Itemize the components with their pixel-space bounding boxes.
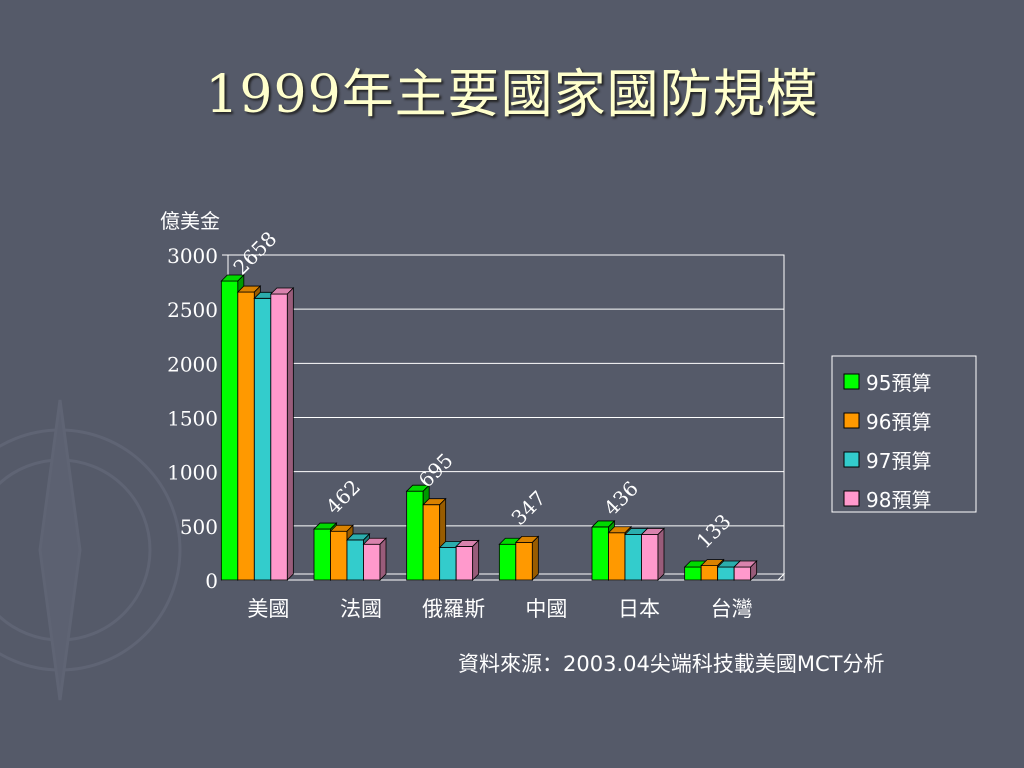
- bar: [346, 539, 364, 581]
- bar-side: [531, 535, 539, 581]
- bar: [313, 528, 331, 581]
- bar: [455, 546, 474, 581]
- source-note: 資料來源：2003.04尖端科技載美國MCT分析: [458, 652, 885, 676]
- bar: [406, 490, 424, 581]
- y-tick-label: 500: [180, 515, 218, 539]
- x-tick-label: 美國: [247, 597, 289, 621]
- legend-swatch: [843, 490, 860, 507]
- bar: [733, 566, 752, 581]
- bar: [270, 293, 288, 581]
- legend-swatch: [843, 451, 860, 468]
- bar-side: [286, 287, 294, 581]
- data-label: 462: [321, 475, 365, 519]
- bar: [624, 534, 642, 581]
- legend-swatch: [843, 373, 860, 390]
- x-tick-label: 台灣: [711, 597, 753, 621]
- y-tick-label: 1000: [167, 461, 218, 485]
- bar: [253, 297, 272, 581]
- bar: [684, 566, 702, 581]
- bar: [220, 280, 239, 581]
- bar: [439, 547, 457, 581]
- legend-label: 98預算: [866, 488, 931, 512]
- legend-label: 96預算: [866, 410, 931, 434]
- legend-label: 97預算: [866, 449, 931, 473]
- legend-swatch: [843, 412, 860, 429]
- bar: [498, 543, 517, 581]
- bar-side: [657, 527, 665, 581]
- y-tick-label: 2000: [167, 352, 218, 376]
- bar: [591, 526, 609, 581]
- data-label: 133: [692, 509, 736, 553]
- data-label: 347: [506, 486, 550, 530]
- y-axis-label: 億美金: [160, 209, 220, 233]
- bar: [363, 543, 381, 581]
- data-label: 436: [599, 476, 643, 520]
- y-tick-label: 1500: [167, 407, 218, 431]
- x-tick-label: 日本: [618, 597, 660, 621]
- x-tick-label: 中國: [525, 597, 567, 621]
- x-tick-label: 俄羅斯: [422, 597, 485, 621]
- data-label: 2658: [228, 227, 281, 280]
- y-tick-label: 3000: [167, 244, 218, 268]
- y-tick-label: 2500: [167, 298, 218, 322]
- bar-side: [750, 560, 758, 581]
- x-tick-label: 法國: [340, 597, 382, 621]
- bar: [641, 534, 659, 581]
- bar: [422, 504, 441, 581]
- bar: [608, 532, 626, 581]
- bar: [237, 291, 255, 581]
- bar: [717, 566, 735, 581]
- bar: [700, 565, 719, 581]
- y-tick-label: 0: [205, 569, 218, 593]
- bar-side: [379, 537, 387, 581]
- slide-title: 1999年主要國家國防規模: [205, 65, 819, 125]
- legend-label: 95預算: [866, 371, 931, 395]
- bar-side: [472, 539, 480, 581]
- compass-watermark: [0, 399, 182, 701]
- bar: [515, 542, 533, 581]
- bar: [330, 530, 348, 581]
